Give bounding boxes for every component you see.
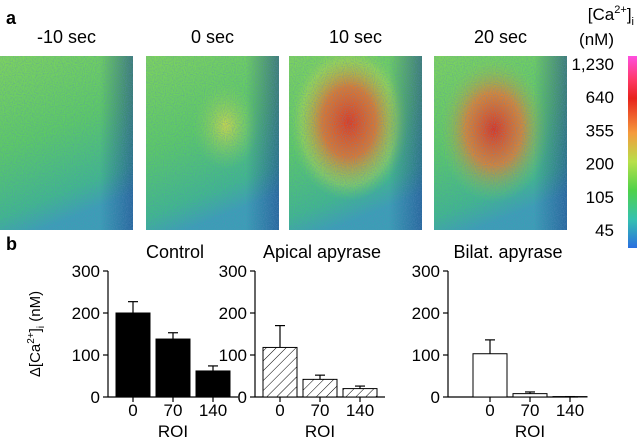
x-tick-label: 140 [556, 401, 584, 420]
y-tick-label: 200 [412, 304, 440, 323]
image-noise [434, 56, 567, 230]
x-tick-label: 140 [346, 401, 374, 420]
bar [342, 388, 378, 398]
bar [302, 378, 338, 398]
bar [115, 312, 151, 398]
panel-label: a [6, 8, 17, 28]
colorbar-title: [Ca2+]i [588, 4, 634, 28]
y-axis-label: Δ[Ca2+]i (nM) [26, 291, 47, 377]
bar-chart: Apical apyrase 0 100 200 300 0 70 140 ROI [219, 242, 385, 441]
bar [512, 393, 548, 398]
colorbar-tick-label: 200 [586, 155, 614, 174]
colorbar-gradient [628, 56, 637, 248]
y-tick-label: 100 [412, 346, 440, 365]
chart-title: Bilat. apyrase [453, 242, 562, 262]
y-tick-label: 300 [219, 262, 247, 281]
x-tick-label: 0 [128, 401, 137, 420]
colorbar-tick-label: 640 [586, 88, 614, 107]
y-tick-label: 0 [91, 388, 100, 407]
bar [155, 338, 191, 398]
y-axis-label-part: i [36, 326, 47, 328]
chart-title: Control [146, 242, 204, 262]
colorbar-unit: (nM) [579, 30, 614, 49]
bar [472, 353, 508, 398]
x-tick-label: 70 [311, 401, 330, 420]
frame-label: 20 sec [474, 27, 527, 47]
x-tick-label: 0 [275, 401, 284, 420]
image-noise [289, 56, 422, 230]
bar-chart: Control 0 100 200 300 0 70 140 ROI Δ[Ca2+]i (nM) [26, 242, 238, 441]
frame-label: -10 sec [37, 27, 96, 47]
frame-label: 0 sec [191, 27, 234, 47]
y-axis-label-part: 2+ [26, 332, 37, 344]
chart-title: Apical apyrase [263, 242, 381, 262]
x-tick-label: 70 [521, 401, 540, 420]
y-axis-label-part: Δ[Ca [27, 343, 44, 377]
colorbar-tick-label: 1,230 [571, 55, 614, 74]
y-tick-label: 300 [72, 262, 100, 281]
x-axis-label: ROI [305, 422, 335, 441]
bar [262, 346, 298, 398]
image-noise [146, 56, 279, 230]
x-tick-label: 70 [164, 401, 183, 420]
bar-chart: Bilat. apyrase 0 100 200 300 0 70 140 ROI [412, 242, 588, 441]
colorbar-tick-label: 105 [586, 188, 614, 207]
x-axis-label: ROI [515, 422, 545, 441]
y-tick-label: 200 [72, 304, 100, 323]
panel-label: b [6, 234, 17, 254]
y-axis-label-part: (nM) [27, 291, 44, 326]
x-axis-label: ROI [158, 422, 188, 441]
calcium-image [0, 56, 133, 230]
y-tick-label: 200 [219, 304, 247, 323]
y-tick-label: 300 [412, 262, 440, 281]
y-tick-label: 100 [219, 346, 247, 365]
x-tick-label: 140 [199, 401, 227, 420]
colorbar-tick-label: 355 [586, 121, 614, 140]
calcium-image [434, 56, 567, 230]
image-row [0, 56, 567, 230]
image-noise [0, 56, 133, 230]
bar [195, 370, 231, 398]
y-tick-label: 0 [431, 388, 440, 407]
calcium-image [289, 56, 422, 230]
x-tick-label: 0 [485, 401, 494, 420]
y-tick-label: 100 [72, 346, 100, 365]
y-axis-label-part: ] [27, 328, 44, 332]
colorbar-tick-label: 45 [595, 221, 614, 240]
calcium-image [146, 56, 279, 230]
frame-label: 10 sec [329, 27, 382, 47]
colorbar: [Ca2+]i (nM) 1,230 640 355 200 105 45 [571, 4, 637, 248]
y-tick-label: 0 [238, 388, 247, 407]
